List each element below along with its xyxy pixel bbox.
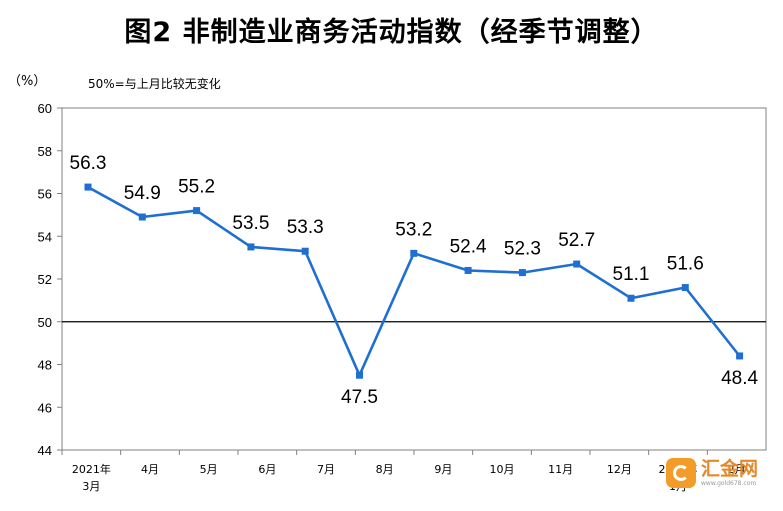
data-point xyxy=(410,249,418,257)
data-point xyxy=(301,247,309,255)
y-tick-label: 54 xyxy=(38,229,52,244)
y-tick-label: 52 xyxy=(38,272,52,287)
data-point xyxy=(84,183,92,191)
y-tick-label: 44 xyxy=(38,443,52,458)
data-label: 53.2 xyxy=(395,219,432,240)
data-point xyxy=(736,352,744,360)
data-label: 48.4 xyxy=(721,368,758,389)
x-tick-label: 11月 xyxy=(548,463,573,476)
x-tick-label: 12月 xyxy=(607,463,632,476)
data-label: 53.3 xyxy=(287,217,324,238)
x-tick-label: 5月 xyxy=(200,463,218,476)
data-point xyxy=(356,371,363,379)
data-label: 56.3 xyxy=(70,153,107,174)
data-point xyxy=(193,207,201,215)
data-label: 51.1 xyxy=(613,264,650,285)
data-point xyxy=(573,260,581,268)
data-point xyxy=(518,269,526,277)
data-point xyxy=(247,243,255,251)
watermark: 汇金网 www.gold678.com xyxy=(666,456,781,490)
x-tick-label: 9月 xyxy=(434,463,452,476)
x-tick-label: 2月 xyxy=(728,463,746,476)
plot-area: 44 46 48 50 52 54 56 58 60 2021年 3月 4月 5月 6月 7月 8月 9月 10月… xyxy=(38,101,767,493)
chart-title: 图2 非制造业商务活动指数（经季节调整） xyxy=(124,17,659,48)
x-tick-label: 7月 xyxy=(317,463,335,476)
data-label: 54.9 xyxy=(124,183,161,204)
watermark-logo-icon xyxy=(666,458,696,488)
data-label: 52.7 xyxy=(558,230,595,251)
x-tick-label: 2021年 3月 xyxy=(72,462,111,493)
watermark-url: www.gold678.com xyxy=(701,479,757,487)
watermark-name: 汇金网 xyxy=(701,457,759,480)
y-tick-label: 60 xyxy=(38,101,52,116)
data-point xyxy=(627,294,635,302)
x-tick-label: 4月 xyxy=(141,463,159,476)
y-tick-label: 56 xyxy=(38,187,52,202)
y-tick-label: 46 xyxy=(38,400,52,415)
data-label: 55.2 xyxy=(178,177,215,198)
y-axis-unit: （%） xyxy=(8,74,47,89)
x-tick-label: 10月 xyxy=(490,463,515,476)
data-label: 52.3 xyxy=(504,239,541,260)
data-label: 52.4 xyxy=(450,236,487,257)
plot-frame xyxy=(61,107,767,451)
data-label: 53.5 xyxy=(232,213,269,234)
chart-note: 50%=与上月比较无变化 xyxy=(88,77,221,91)
data-point xyxy=(138,213,146,221)
x-tick-label: 8月 xyxy=(376,463,394,476)
data-label: 51.6 xyxy=(667,254,704,275)
data-point xyxy=(681,284,689,292)
y-tick-label: 58 xyxy=(38,144,52,159)
x-tick-label: 6月 xyxy=(258,463,276,476)
y-tick-label: 50 xyxy=(38,315,52,330)
y-tick-label: 48 xyxy=(38,358,52,373)
data-label: 47.5 xyxy=(341,387,378,408)
data-point xyxy=(464,266,472,274)
